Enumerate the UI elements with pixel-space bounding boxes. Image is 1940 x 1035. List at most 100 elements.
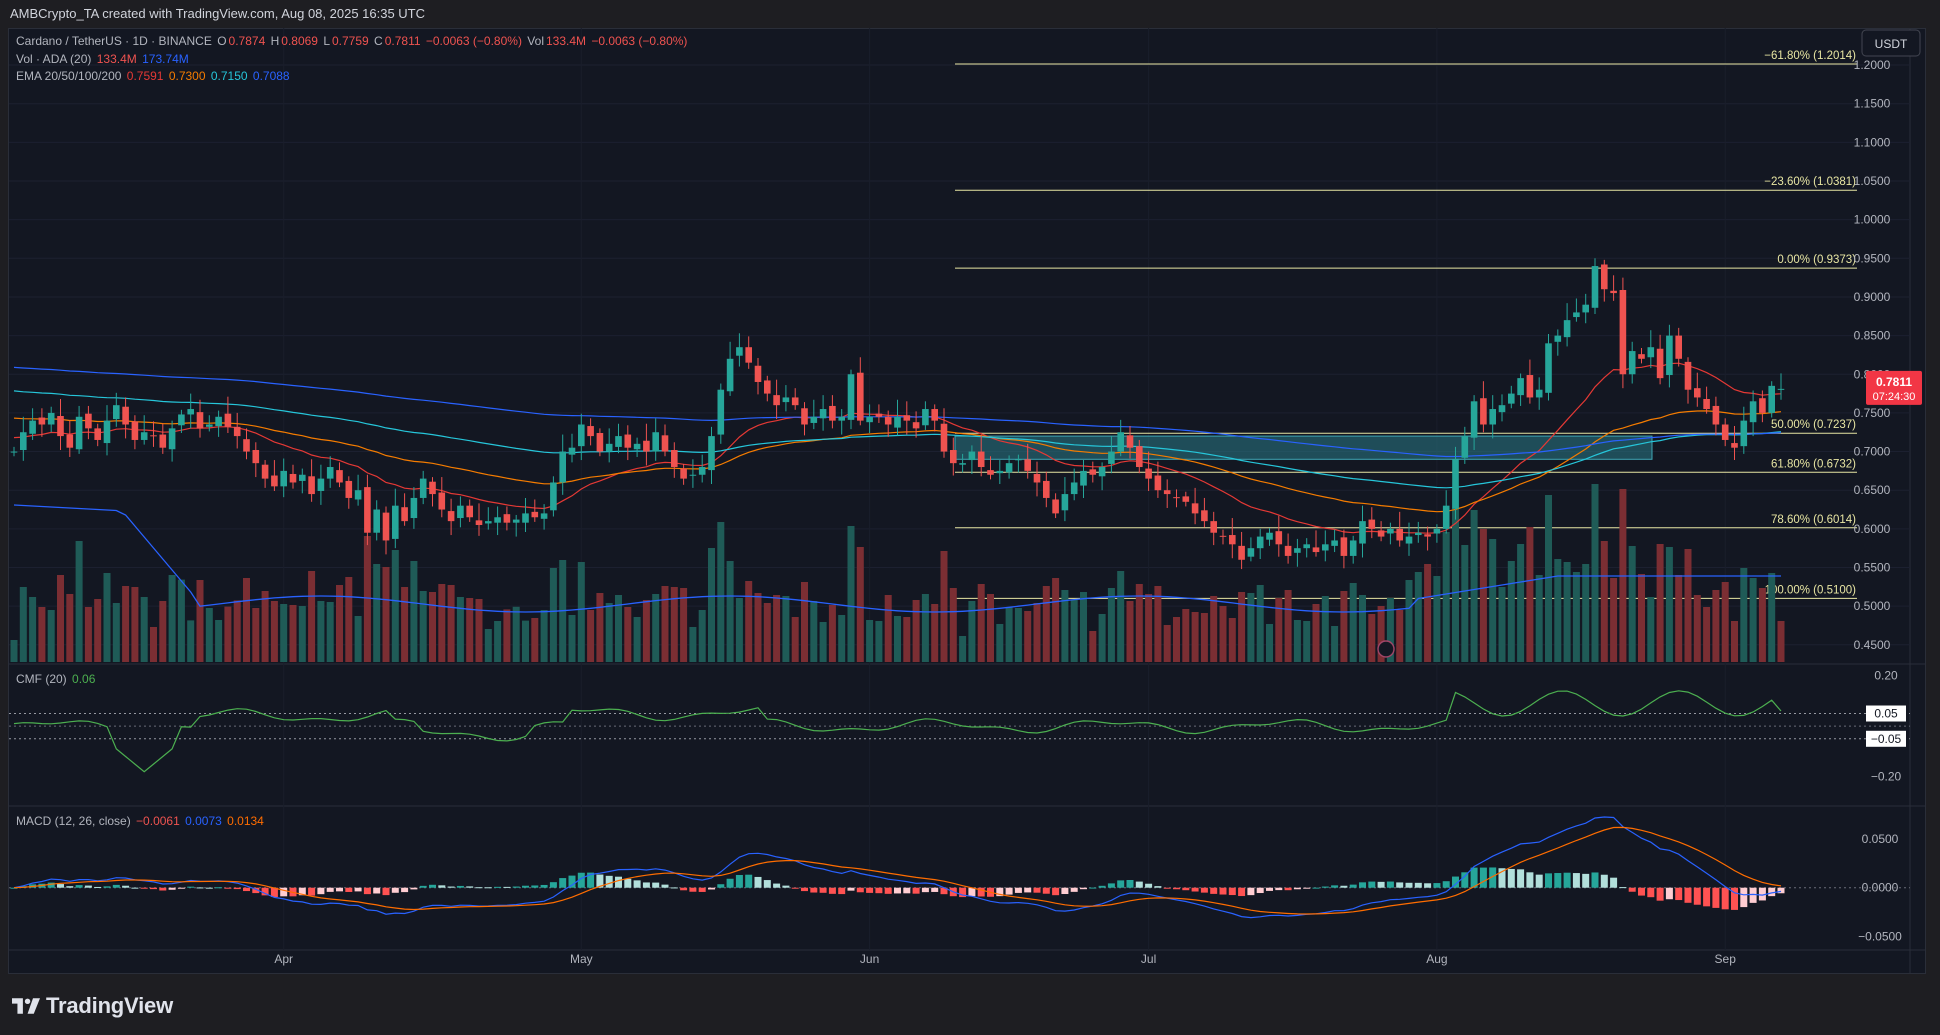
volume-bar [1535,575,1543,662]
candle-body [624,434,632,448]
tradingview-logo[interactable]: TradingView [12,993,173,1019]
volume-bar [196,580,204,662]
macd-histogram-bar [391,887,399,893]
candle-body [1684,361,1692,390]
volume-bar [1266,624,1273,662]
macd-histogram-bar [1024,887,1032,893]
macd-histogram-bar [1545,873,1552,888]
volume-bar [1442,532,1450,662]
volume-bar [754,593,762,662]
volume-bar [680,588,688,662]
volume-bar [615,595,622,662]
chart-frame[interactable] [8,28,1926,974]
cmf-title[interactable]: CMF (20) [16,672,67,686]
cmf-level-badge [1866,730,1906,747]
volume-bar [875,621,883,662]
macd-histogram-bar [503,886,511,888]
volume-bar [1377,606,1385,662]
macd-histogram-bar [1647,887,1655,898]
candle-body [903,415,911,421]
volume-bar [391,550,399,662]
candle-body [1461,436,1469,458]
support-zone-box [954,435,1653,460]
candle-body [1517,378,1524,396]
macd-signal-line [13,826,1782,915]
price-tick-label: 0.9000 [1854,290,1891,304]
open-value: 0.7874 [228,34,266,48]
candle-body [680,468,687,479]
candle-body [1526,375,1534,398]
volume-bar [1554,559,1562,662]
candle-body [1145,468,1152,479]
volume-bar [1061,590,1069,662]
macd-histogram-bar [1396,882,1404,888]
volume-bars [10,484,1785,662]
fib-label: −23.60% (1.0381) [1764,176,1856,188]
volume-bar [828,605,836,662]
macd-histogram-bar [1089,887,1097,889]
candle-body [1377,530,1385,537]
macd-histogram-bar [1173,887,1180,890]
macd-histogram-bar [419,885,427,888]
macd-title[interactable]: MACD (12, 26, close) [16,814,131,828]
candle-body [1498,405,1506,413]
volume-bar [1080,592,1087,662]
candle-body [745,347,752,363]
candle-body [1182,496,1190,502]
volume-bar [884,595,892,662]
volume-bar [1275,598,1283,662]
volume-bar [745,581,753,662]
macd-histogram-bar [1656,887,1664,901]
macd-histogram-bar [1777,887,1785,894]
macd-histogram-bar [615,876,622,888]
volume-bar [1359,595,1366,662]
candle-body [1247,548,1255,557]
volume-bar [1228,618,1236,662]
symbol-title[interactable]: Cardano / TetherUS · 1D · BINANCE [16,34,212,48]
volume-bar [419,591,427,662]
candle-body [1694,388,1701,398]
candle-body [1015,459,1022,461]
candle-body [857,372,864,421]
time-tick-label: Apr [274,952,293,966]
volume-bar [782,596,790,662]
volume-bar [243,578,250,662]
candle-body [522,513,529,523]
candle-body [233,426,241,437]
macd-histogram-bar [1033,887,1041,893]
macd-histogram-bar [1693,887,1701,905]
volume-bar [466,598,474,662]
volume-bar [921,594,929,662]
ema-title[interactable]: EMA 20/50/100/200 [16,69,122,83]
candle-body [75,416,83,450]
macd-histogram-bar [1219,887,1227,895]
volume-bar [708,548,715,662]
candle-body [1052,499,1059,514]
macd-histogram-bar [1200,887,1208,893]
candle-body [168,428,176,450]
macd-histogram-bar [921,887,929,893]
candle-body [1424,534,1431,537]
volume-title[interactable]: Vol · ADA (20) [16,52,92,66]
macd-histogram-bar [1163,887,1171,889]
macd-histogram-bar [540,884,548,888]
volume-bar [1675,575,1683,662]
volume-bar [38,607,46,662]
candle-body [736,347,743,356]
macd-histogram-bar [596,874,604,888]
macd-histogram-bar [1433,883,1441,888]
macd-histogram-bar [1554,873,1562,888]
candle-body [1349,540,1357,556]
volume-bar [642,600,650,662]
macd-histogram-bar [522,885,529,888]
macd-histogram-bar [215,887,223,889]
legend-cmf-row: CMF (20) 0.06 [16,672,97,686]
macd-histogram-bar [726,878,734,888]
candle-body [140,432,148,440]
macd-histogram-bar [1758,887,1766,901]
macd-histogram-bar [1014,887,1022,893]
candle-body [1470,401,1478,438]
volume-bar [1331,626,1339,662]
candle-body [103,420,111,444]
